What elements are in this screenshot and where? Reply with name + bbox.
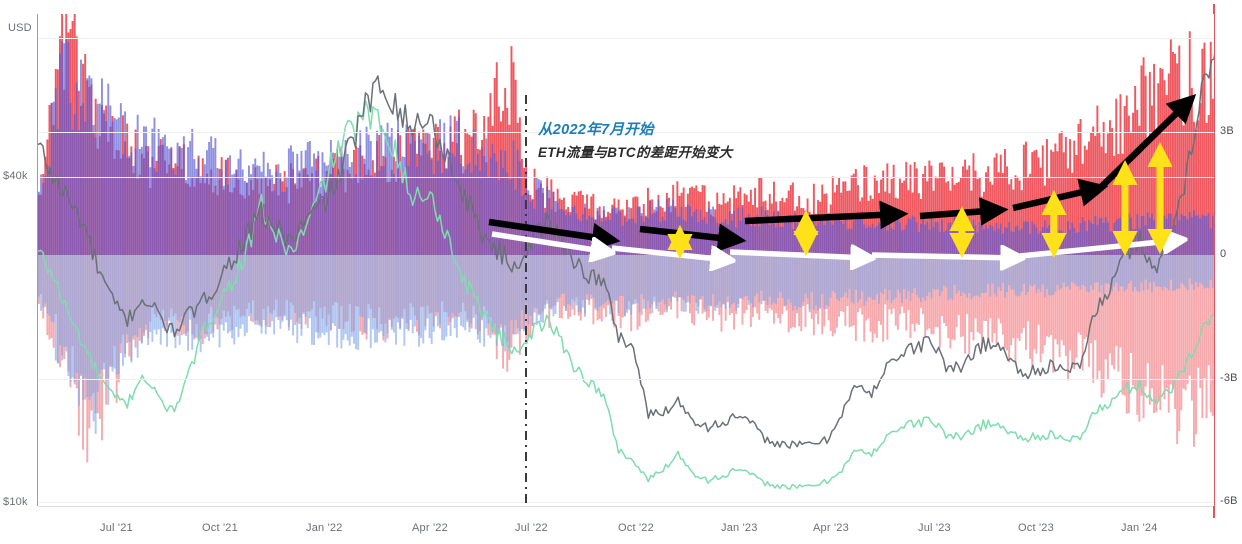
july-2022-divider-line [525,95,527,507]
bottom-axis-line [38,506,1214,507]
gridline [38,38,1214,39]
annotation-arrow [729,252,868,258]
chart-canvas [38,14,1214,491]
x-tick-oct21: Oct '21 [202,522,238,534]
left-tick-40k: $40k [3,170,28,182]
right-axis-line [1213,4,1216,518]
x-tick-jul21: Jul '21 [100,522,133,534]
left-axis-unit-label: USD [8,22,32,34]
x-tick-jul23: Jul '23 [918,522,951,534]
right-tick-minus3b: -3B [1220,372,1238,384]
annotation-arrow [611,245,728,260]
gridline [38,502,1214,503]
gridline [38,132,1214,133]
left-axis-line [37,14,39,506]
annotation-arrow [639,223,747,252]
left-tick-10k: $10k [3,496,28,508]
annotation-arrow [744,200,909,230]
x-tick-apr23: Apr '23 [813,522,849,534]
annotation-arrow [1019,240,1180,259]
x-tick-jan22: Jan '22 [306,522,343,534]
annotation-arrow [1092,93,1197,196]
x-tick-jan24: Jan '24 [1121,522,1158,534]
annotation-headline: 从2022年7月开始 [538,122,654,138]
right-tick-3b: 3B [1220,125,1234,137]
gridline [38,379,1214,380]
x-tick-oct22: Oct '22 [618,522,654,534]
x-tick-oct23: Oct '23 [1018,522,1054,534]
x-tick-jul22: Jul '22 [515,522,548,534]
annotation-arrow [919,197,1009,226]
gridline [38,177,1214,178]
x-tick-jan23: Jan '23 [721,522,758,534]
right-tick-0: 0 [1220,248,1227,260]
annotation-arrow [871,255,1018,258]
right-tick-minus6b: -6B [1220,495,1238,507]
annotation-subline: ETH流量与BTC的差距开始变大 [538,145,733,160]
x-tick-apr22: Apr '22 [412,522,448,534]
annotation-arrow [491,231,608,252]
